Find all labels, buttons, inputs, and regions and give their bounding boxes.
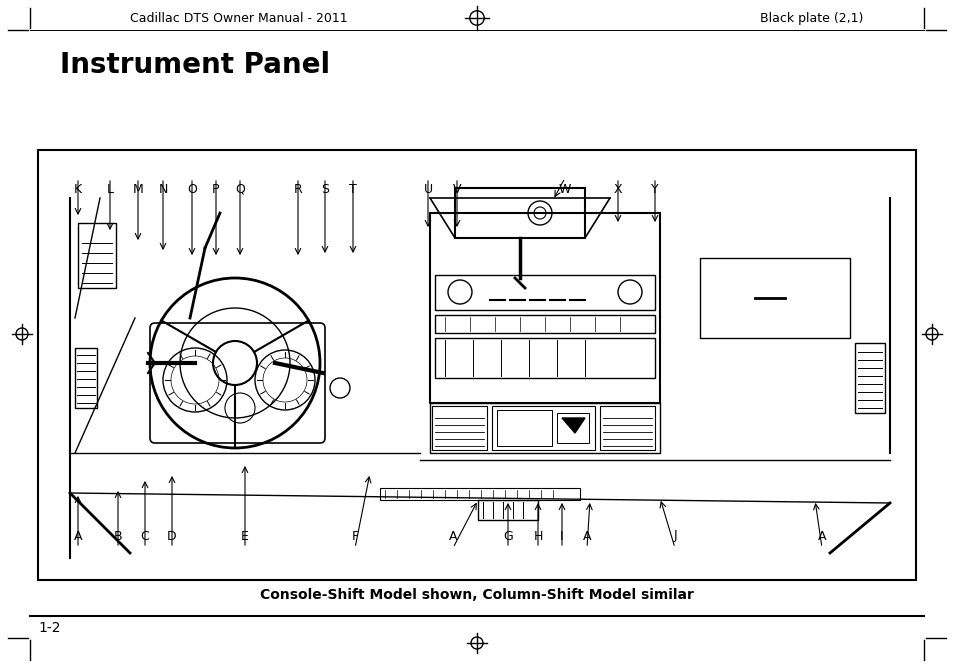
Text: P: P bbox=[212, 182, 219, 196]
Text: A: A bbox=[582, 530, 591, 542]
Text: D: D bbox=[167, 530, 176, 542]
Bar bbox=[492, 406, 595, 450]
Text: B: B bbox=[113, 530, 122, 542]
Text: W: W bbox=[558, 182, 571, 196]
Bar bbox=[379, 488, 579, 500]
Text: V: V bbox=[453, 182, 460, 196]
Text: Y: Y bbox=[651, 182, 659, 196]
Text: U: U bbox=[423, 182, 432, 196]
Bar bbox=[854, 343, 884, 413]
Text: N: N bbox=[158, 182, 168, 196]
Bar bbox=[75, 348, 97, 408]
Text: F: F bbox=[351, 530, 358, 542]
Bar bbox=[435, 275, 655, 310]
Text: A: A bbox=[817, 530, 825, 542]
Bar bbox=[430, 213, 659, 403]
Polygon shape bbox=[561, 418, 584, 433]
Bar bbox=[78, 223, 116, 288]
Text: M: M bbox=[132, 182, 143, 196]
Text: Black plate (2,1): Black plate (2,1) bbox=[760, 11, 862, 25]
Text: Instrument Panel: Instrument Panel bbox=[60, 51, 330, 79]
Text: O: O bbox=[187, 182, 196, 196]
Text: T: T bbox=[349, 182, 356, 196]
Bar bbox=[430, 403, 659, 453]
Bar bbox=[700, 258, 849, 338]
Text: A: A bbox=[448, 530, 456, 542]
Text: S: S bbox=[320, 182, 329, 196]
Bar bbox=[477, 500, 537, 520]
Bar bbox=[435, 315, 655, 333]
Text: Q: Q bbox=[234, 182, 245, 196]
Bar bbox=[38, 150, 915, 580]
Text: A: A bbox=[73, 530, 82, 542]
Bar bbox=[599, 406, 655, 450]
Text: 1-2: 1-2 bbox=[38, 621, 60, 635]
Text: X: X bbox=[613, 182, 621, 196]
Text: G: G bbox=[502, 530, 513, 542]
Bar bbox=[557, 413, 588, 443]
Text: Cadillac DTS Owner Manual - 2011: Cadillac DTS Owner Manual - 2011 bbox=[130, 11, 347, 25]
Text: Console-Shift Model shown, Column-Shift Model similar: Console-Shift Model shown, Column-Shift … bbox=[260, 588, 693, 602]
Bar bbox=[432, 406, 486, 450]
Text: R: R bbox=[294, 182, 302, 196]
Text: H: H bbox=[533, 530, 542, 542]
Text: C: C bbox=[140, 530, 150, 542]
Text: L: L bbox=[107, 182, 113, 196]
Text: J: J bbox=[673, 530, 676, 542]
Text: E: E bbox=[241, 530, 249, 542]
Text: I: I bbox=[559, 530, 563, 542]
Bar bbox=[435, 338, 655, 378]
Text: K: K bbox=[74, 182, 82, 196]
Bar bbox=[455, 188, 584, 238]
Bar bbox=[497, 410, 552, 446]
